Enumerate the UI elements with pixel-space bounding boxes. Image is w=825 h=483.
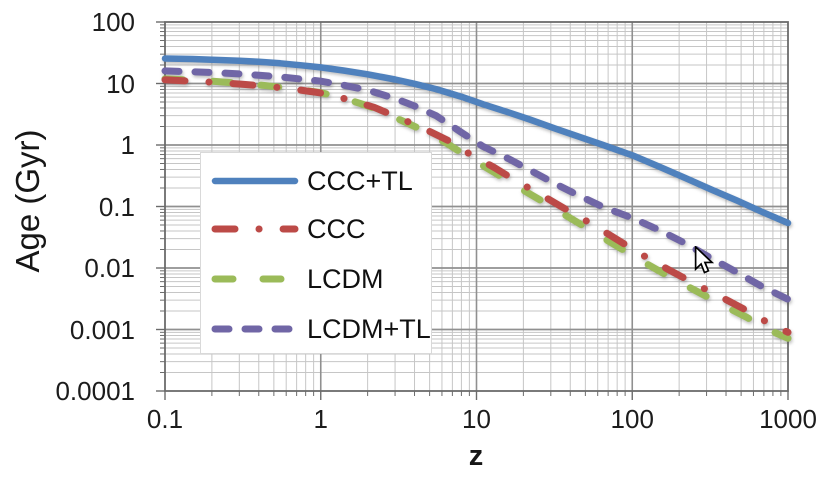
x-axis-title: z [468,440,484,472]
series-lcdm [161,75,792,342]
y-tick-label: 0.0001 [55,376,135,406]
series-ccc-tl [161,55,792,227]
y-tick-label: 0.01 [84,253,135,283]
legend-label: CCC [307,213,366,244]
x-tick-label: 1000 [759,404,817,434]
legend-item-ccc: CCC [211,214,366,244]
y-tick-label: 1 [120,130,135,160]
series-lcdm-tl [161,67,792,303]
legend-line-sample [211,225,299,233]
legend-item-lcdm-tl: LCDM+TL [211,314,431,344]
legend-label: LCDM [307,263,384,294]
y-tick-label: 0.1 [98,191,135,222]
mouse-cursor-icon [694,246,714,274]
legend: CCC+TL CCC LCDM LCDM+TL [200,152,432,354]
legend-line-sample [211,325,299,333]
x-tick-label: 10 [462,404,491,434]
legend-line-sample [211,275,299,283]
x-tick-label: 1 [313,404,328,434]
legend-line-sample [211,177,299,185]
legend-item-lcdm: LCDM [211,264,384,294]
x-tick-label: 0.1 [146,404,184,434]
legend-label: LCDM+TL [307,313,431,344]
series-ccc [161,76,792,336]
data-series-lines [161,55,792,342]
y-tick-label: 100 [91,7,135,37]
legend-item-ccc-tl: CCC+TL [211,166,413,196]
y-tick-label: 10 [106,68,135,99]
x-tick-label: 100 [610,404,654,434]
y-tick-label: 0.001 [69,314,135,345]
legend-label: CCC+TL [307,165,413,196]
axis-tick-marks [156,21,789,400]
